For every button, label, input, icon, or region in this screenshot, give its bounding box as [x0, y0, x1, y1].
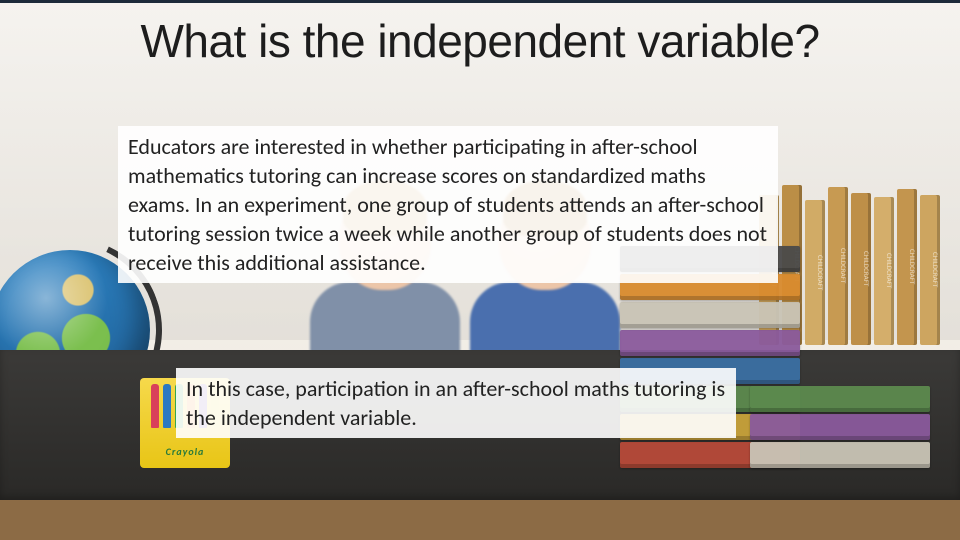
- body-paragraph-2: In this case, participation in an after-…: [176, 368, 736, 438]
- slide-title: What is the independent variable?: [0, 14, 960, 68]
- body-paragraph-1: Educators are interested in whether part…: [118, 126, 778, 283]
- slide-content: What is the independent variable? Educat…: [0, 0, 960, 540]
- slide-top-border: [0, 0, 960, 3]
